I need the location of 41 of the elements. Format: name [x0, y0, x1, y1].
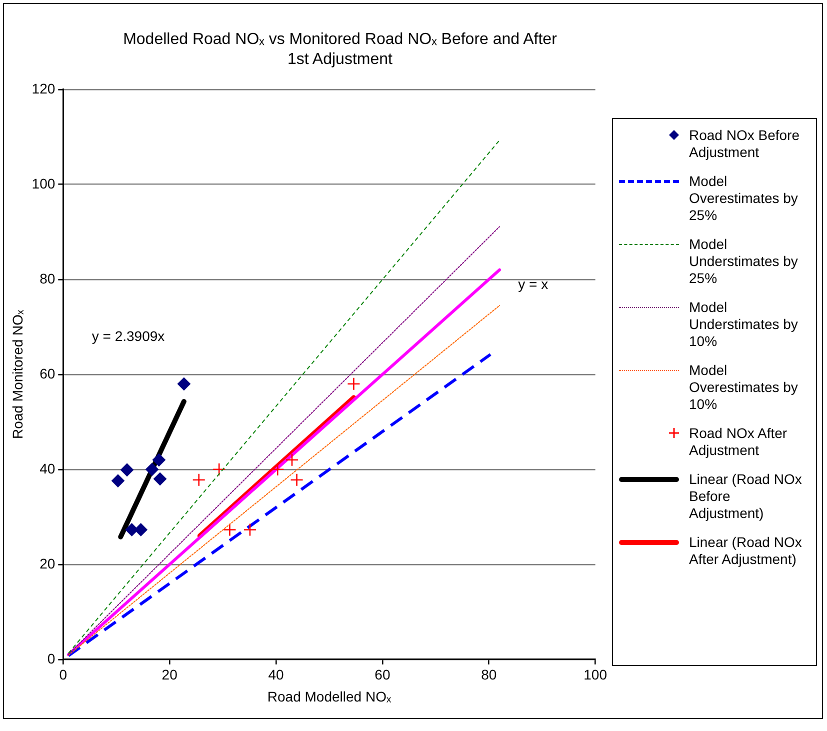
legend-label: Model Overestimates by 10% — [689, 362, 799, 413]
y-tick-label: 40 — [40, 460, 56, 476]
legend-label: Road NOx After Adjustment — [689, 425, 788, 459]
legend-label: Model Understimates by 25% — [689, 236, 799, 287]
annotation: y = x — [518, 276, 548, 292]
y-tick-label: 80 — [40, 270, 56, 286]
point — [125, 523, 138, 536]
point — [146, 462, 159, 476]
y-tick-label: 100 — [32, 175, 56, 192]
point — [134, 523, 148, 536]
point — [152, 453, 166, 466]
x-tick-label: 100 — [584, 666, 608, 683]
annotation: y = 2.3909x — [92, 328, 165, 344]
point — [285, 453, 299, 467]
point — [223, 523, 236, 536]
y-tick-label: 20 — [40, 555, 56, 572]
x-tick-label: 80 — [481, 666, 497, 683]
point — [192, 473, 206, 486]
x-tick-label: 60 — [374, 666, 390, 683]
y-tick-label: 0 — [47, 650, 56, 666]
legend-label: Road NOx Before Adjustment — [689, 127, 800, 161]
x-tick-label: 40 — [268, 666, 284, 683]
point — [177, 377, 190, 390]
point — [212, 462, 226, 476]
point — [243, 523, 257, 536]
x-tick-label: 20 — [162, 666, 178, 683]
chart-title: Modelled Road NOₓ vs Monitored Road NOₓ Before and After 1st Adjustment — [122, 30, 558, 70]
legend-label: Linear (Road NOx After Adjustment) — [689, 534, 803, 568]
legend-label: Linear (Road NOx Before Adjustment) — [689, 471, 803, 522]
legend-label: Model Overestimates by 25% — [689, 173, 799, 224]
y-tick-label: 120 — [32, 80, 56, 96]
point — [120, 463, 134, 476]
point — [154, 472, 167, 486]
x-tick-label: 0 — [59, 666, 68, 683]
y-tick-label: 60 — [40, 365, 56, 382]
point — [290, 473, 304, 486]
y-axis-title: Road Monitored NOₓ — [9, 309, 26, 439]
point — [111, 474, 124, 488]
x-axis-title: Road Modelled NOₓ — [267, 688, 392, 704]
point — [347, 377, 360, 391]
legend-label: Model Understimates by 10% — [689, 299, 799, 350]
